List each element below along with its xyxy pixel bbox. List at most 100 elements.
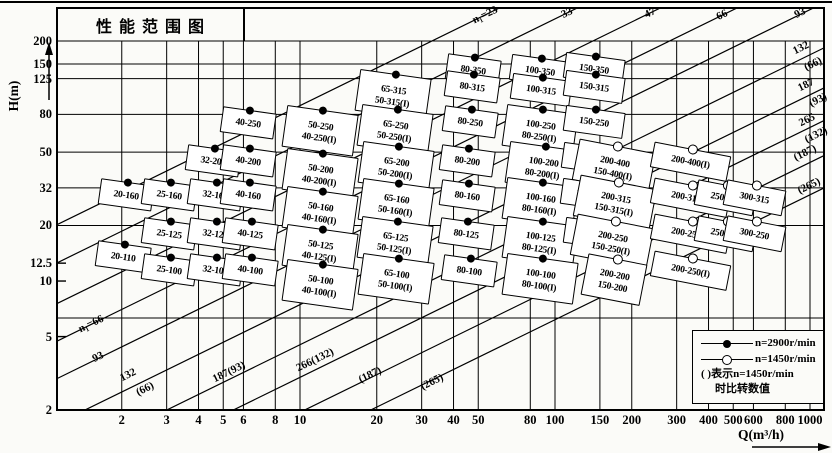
speed-dot-2900-icon	[538, 73, 548, 83]
x-axis-label: Q(m³/h)	[738, 427, 785, 442]
pump-model-label: 300-250	[738, 226, 771, 244]
pump-model-label: 200-400(I)	[670, 153, 711, 172]
pump-model-label: 20-110	[110, 250, 137, 265]
pump-model-label: 150-250	[578, 114, 610, 130]
speed-dot-2900-icon	[464, 179, 474, 189]
pump-model-label: 80-250	[457, 114, 484, 130]
legend-item-label: n=2900r/min	[755, 337, 816, 349]
speed-dot-2900-icon	[590, 104, 601, 114]
speed-dot-2900-icon	[245, 106, 255, 116]
pump-model-label: 40-160	[234, 188, 262, 203]
pump-model-label: 80-125	[452, 227, 479, 243]
x-tick-label: 20	[370, 413, 384, 427]
speed-dot-2900-icon	[540, 142, 550, 152]
speed-dot-2900-icon	[538, 217, 548, 227]
y-tick-label: 12.5	[30, 256, 52, 271]
speed-dot-2900-icon	[246, 216, 256, 226]
y-tick-label: 125	[33, 71, 52, 86]
speed-dot-2900-icon	[394, 142, 404, 152]
pump-model-label: 20-160	[112, 188, 140, 203]
speed-dot-2900-icon	[318, 225, 328, 235]
legend: n=2900r/min n=1450r/min ( )表示n=1450r/min 时比…	[692, 330, 824, 404]
speed-dot-2900-icon	[393, 217, 403, 227]
speed-dot-1450-icon	[612, 141, 624, 153]
speed-dot-2900-icon	[391, 69, 401, 80]
x-tick-label: 50	[471, 413, 485, 427]
y-tick-label: 200	[33, 33, 52, 48]
speed-dot-2900-icon	[538, 178, 548, 188]
x-tick-label: 600	[744, 413, 763, 427]
pump-model-label: 300-315	[738, 190, 771, 207]
speed-dot-2900-icon	[318, 148, 328, 158]
y-tick-label: 2	[45, 402, 52, 417]
legend-note: ( )表示n=1450r/min	[701, 368, 794, 380]
x-tick-label: 5	[220, 413, 227, 427]
x-tick-label: 150	[590, 413, 610, 427]
speed-dot-2900-icon	[123, 178, 133, 188]
filled-dot-icon	[723, 339, 731, 348]
speed-dot-1450-icon	[612, 176, 625, 189]
speed-dot-2900-icon	[590, 69, 601, 80]
x-tick-label: 3	[163, 413, 170, 427]
speed-dot-2900-icon	[318, 186, 328, 196]
pump-model-label: 150-315	[578, 79, 610, 95]
y-tick-label: 80	[39, 107, 53, 122]
pump-model-label: 80-160	[453, 189, 481, 204]
pump-model-label: 25-100	[156, 262, 183, 278]
x-tick-label: 4	[195, 413, 202, 427]
y-tick-label: 150	[33, 57, 52, 72]
y-tick-label: 20	[39, 218, 53, 233]
speed-dot-2900-icon	[538, 253, 548, 263]
pump-model-label: 80-100	[455, 264, 483, 279]
pump-model-label: 40-125	[236, 226, 263, 242]
y-tick-label: 5	[45, 329, 52, 344]
legend-item-label: n=1450r/min	[755, 353, 816, 365]
chart-title: 性能范围图	[57, 8, 245, 41]
x-tick-label: 8	[272, 413, 279, 427]
pump-model-label: 200-250(I)	[670, 262, 711, 281]
speed-dot-2900-icon	[464, 143, 474, 154]
y-tick-label: 10	[39, 274, 53, 289]
pump-model-label: 40-100	[236, 262, 263, 278]
speed-dot-2900-icon	[166, 178, 176, 188]
pump-model-label: 100-315	[525, 83, 557, 99]
x-tick-label: 800	[775, 413, 795, 427]
x-tick-label: 80	[524, 413, 537, 427]
pump-model-label: 25-125	[156, 226, 183, 242]
legend-note: 时比转数值	[715, 383, 770, 395]
pump-model-label: 80-200	[453, 154, 481, 169]
x-tick-label: 30	[415, 413, 428, 427]
x-tick-label: 1000	[797, 413, 823, 427]
x-tick-label: 40	[447, 413, 460, 427]
x-tick-label: 100	[545, 413, 565, 427]
speed-dot-2900-icon	[318, 106, 328, 116]
speed-dot-2900-icon	[246, 252, 256, 262]
speed-dot-2900-icon	[462, 217, 472, 227]
y-tick-label: 50	[39, 145, 53, 160]
x-tick-label: 400	[699, 413, 718, 427]
x-tick-label: 2	[118, 413, 125, 427]
speed-dot-2900-icon	[590, 51, 601, 62]
speed-dot-2900-icon	[468, 69, 478, 80]
legend-item: n=1450r/min	[701, 351, 823, 367]
speed-dot-2900-icon	[394, 253, 404, 263]
speed-dot-2900-icon	[245, 178, 255, 188]
speed-dot-2900-icon	[537, 53, 547, 63]
speed-dot-2900-icon	[394, 179, 404, 189]
pump-model-label: 40-200	[234, 154, 262, 169]
pump-model-label: 40-250	[234, 116, 262, 132]
speed-dot-2900-icon	[210, 143, 220, 154]
legend-line-icon	[701, 354, 753, 365]
pump-model-label: 80-315	[458, 80, 485, 95]
legend-line-icon	[701, 339, 753, 348]
pump-model-label: 25-160	[156, 188, 183, 203]
x-tick-label: 500	[723, 413, 743, 427]
x-tick-label: 10	[293, 413, 307, 427]
speed-dot-2900-icon	[245, 143, 255, 154]
x-tick-label: 6	[240, 413, 247, 427]
legend-item: n=2900r/min	[701, 335, 823, 351]
open-dot-icon	[722, 354, 732, 365]
x-tick-label: 300	[667, 413, 687, 427]
speed-dot-2900-icon	[318, 260, 328, 270]
